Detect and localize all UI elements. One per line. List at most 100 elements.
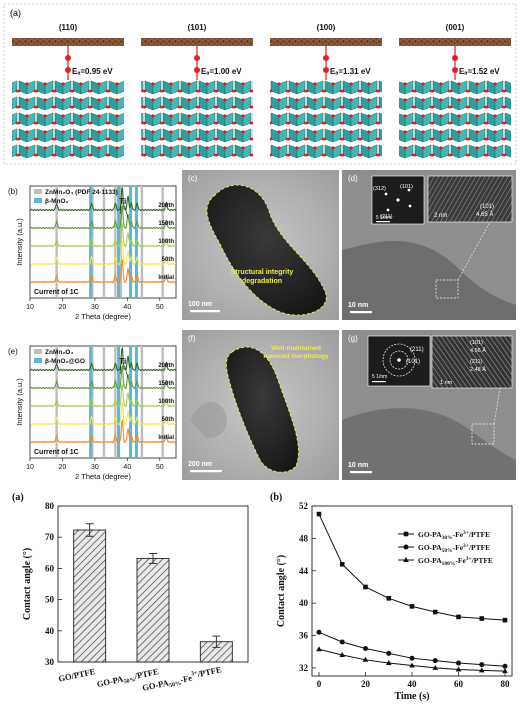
panel-g-fft-scale: 5 1/nm <box>372 374 387 380</box>
xrd-curve-0 <box>29 347 177 372</box>
line-y-tick-label-3: 44 <box>299 566 309 576</box>
series-1-point-3 <box>386 650 392 656</box>
panel-g-spacing-1: 4.56 Å <box>470 347 486 354</box>
oxygen-atom-0 <box>65 55 71 61</box>
series-0-point-5 <box>432 609 438 615</box>
ti-arrow-2 <box>124 205 129 219</box>
line-y-tick-label-1: 36 <box>299 631 309 641</box>
oxygen-atom-2 <box>323 55 329 61</box>
panel-f-scale-label: 200 nm <box>188 461 212 468</box>
mno2-slab-1 <box>141 80 253 160</box>
bar-y-tick-label-4: 70 <box>45 532 55 542</box>
ref-peak-gray-3 <box>114 186 117 298</box>
panel-c-scale-bar <box>190 310 220 313</box>
line-y-tick-label-2: 40 <box>299 598 309 608</box>
series-2-point-4 <box>409 662 415 668</box>
legend-label-blue: β-MnO₂ <box>45 198 69 205</box>
line-panel-label: (b) <box>270 492 282 503</box>
series-0-point-0 <box>316 511 322 517</box>
series-2-point-2 <box>362 656 369 662</box>
ref-peak-gray-4 <box>140 346 144 458</box>
series-1-point-4 <box>409 655 415 661</box>
panel-label: (b) <box>8 187 18 196</box>
panel-d-fft-scale: 5 1/nm <box>376 215 391 221</box>
panel-d-plane: (101) <box>480 204 494 210</box>
series-2-point-6 <box>455 666 462 672</box>
xrd-curve-label-0: 200th <box>158 203 174 209</box>
oxygen-atom-3 <box>452 55 458 61</box>
xrd-curve-label-0: 200th <box>158 363 174 369</box>
adsorption-energy-3: Eₐ=1.52 eV <box>459 67 500 76</box>
panel-c-scale-label: 100 nm <box>188 301 212 308</box>
facet-label-2: (100) <box>317 23 336 32</box>
oxygen-atom-b-3 <box>452 67 458 73</box>
oxygen-atom-1 <box>194 55 200 61</box>
adsorption-energy-0: Eₐ=0.95 eV <box>72 67 113 76</box>
ref-peak-blue-1 <box>117 186 121 298</box>
bar-1 <box>136 557 170 663</box>
graphene-sheet-0 <box>12 38 124 46</box>
xrd-curve-label-2: 100th <box>158 399 174 405</box>
legend-label-blue: β-MnO₂@GO <box>45 358 85 365</box>
panel-d-spot-1: (312) <box>373 186 386 192</box>
panel-d-scale-label: 10 nm <box>348 302 368 309</box>
series-1-point-7 <box>479 662 485 668</box>
line-x-tick-label-2: 40 <box>408 679 418 689</box>
x-tick-label-1: 20 <box>59 304 67 311</box>
series-2-point-8 <box>502 668 508 674</box>
ref-peak-gray-5 <box>140 186 144 298</box>
series-2-point-5 <box>432 664 439 670</box>
series-0-point-1 <box>339 561 345 567</box>
panel-f-annotation-2: nanorod morphology <box>263 353 329 360</box>
facet-label-1: (101) <box>188 23 207 32</box>
series-2-point-0 <box>316 646 322 652</box>
ref-peak-gray-2 <box>102 186 106 298</box>
ref-peak-gray-0 <box>55 346 58 458</box>
y-axis-label: Intensity (a.u.) <box>15 218 24 266</box>
series-0-point-4 <box>409 604 415 609</box>
hrtem-image-d: (312) (101) (211) 5 1/nm (d) 2 nm (101) … <box>342 170 516 320</box>
current-note: Current of 1C <box>34 289 79 296</box>
legend-label-gray: ZnMn₂O₄ <box>45 349 73 356</box>
legend-label-1: GO-PA50%-Fe3+/PTFE <box>418 543 490 554</box>
legend-swatch-blue <box>34 198 42 203</box>
xrd-curve-3 <box>30 402 177 426</box>
bar-y-tick-label-1: 40 <box>45 626 55 636</box>
series-0-point-6 <box>456 614 461 620</box>
x-tick-label-1: 20 <box>59 464 67 471</box>
xrd-curve-3 <box>30 242 177 266</box>
xrd-curve-label-3: 50th <box>162 257 175 263</box>
series-1-point-0 <box>316 629 322 635</box>
panel-d-label: (d) <box>348 174 358 183</box>
line-y-tick-label-0: 32 <box>299 663 309 673</box>
panel-a-label: (a) <box>10 8 21 18</box>
series-2-point-7 <box>478 667 485 673</box>
series-0-point-2 <box>363 584 368 590</box>
panel-g-ring-2: (101) <box>406 359 420 365</box>
panel-d-lattice-inset <box>427 175 513 223</box>
y-axis-label: Intensity (a.u.) <box>15 378 24 426</box>
x-axis-label: 2 Theta (degree) <box>75 472 131 481</box>
ref-peak-gray-5 <box>161 346 164 458</box>
series-1-point-8 <box>502 663 508 669</box>
line-y-tick-label-4: 48 <box>299 533 309 543</box>
series-line-1 <box>318 631 506 667</box>
xrd-curve-label-2: 100th <box>158 239 174 245</box>
bar-panel-label: (a) <box>12 492 24 503</box>
x-tick-label-3: 40 <box>123 464 131 471</box>
panel-label: (e) <box>8 347 18 356</box>
xrd-curve-label-3: 50th <box>162 417 175 423</box>
graphene-sheet-3 <box>399 38 511 46</box>
legend-swatch-gray <box>34 349 42 354</box>
line-x-tick-label-4: 80 <box>501 679 511 689</box>
ref-peak-gray-6 <box>161 186 164 298</box>
facet-label-3: (001) <box>446 23 465 32</box>
series-1-point-1 <box>339 639 345 645</box>
ti-arrow-2 <box>124 365 129 379</box>
tem-image-c: (c) Structural integrity degradation 100… <box>182 170 339 320</box>
xrd-curve-4 <box>29 419 177 444</box>
legend-label-2: GO-PA100%-Fe3+/PTFE <box>418 556 493 567</box>
panel-d-spot-2: (101) <box>400 184 413 190</box>
graphene-sheet-1 <box>141 38 253 46</box>
